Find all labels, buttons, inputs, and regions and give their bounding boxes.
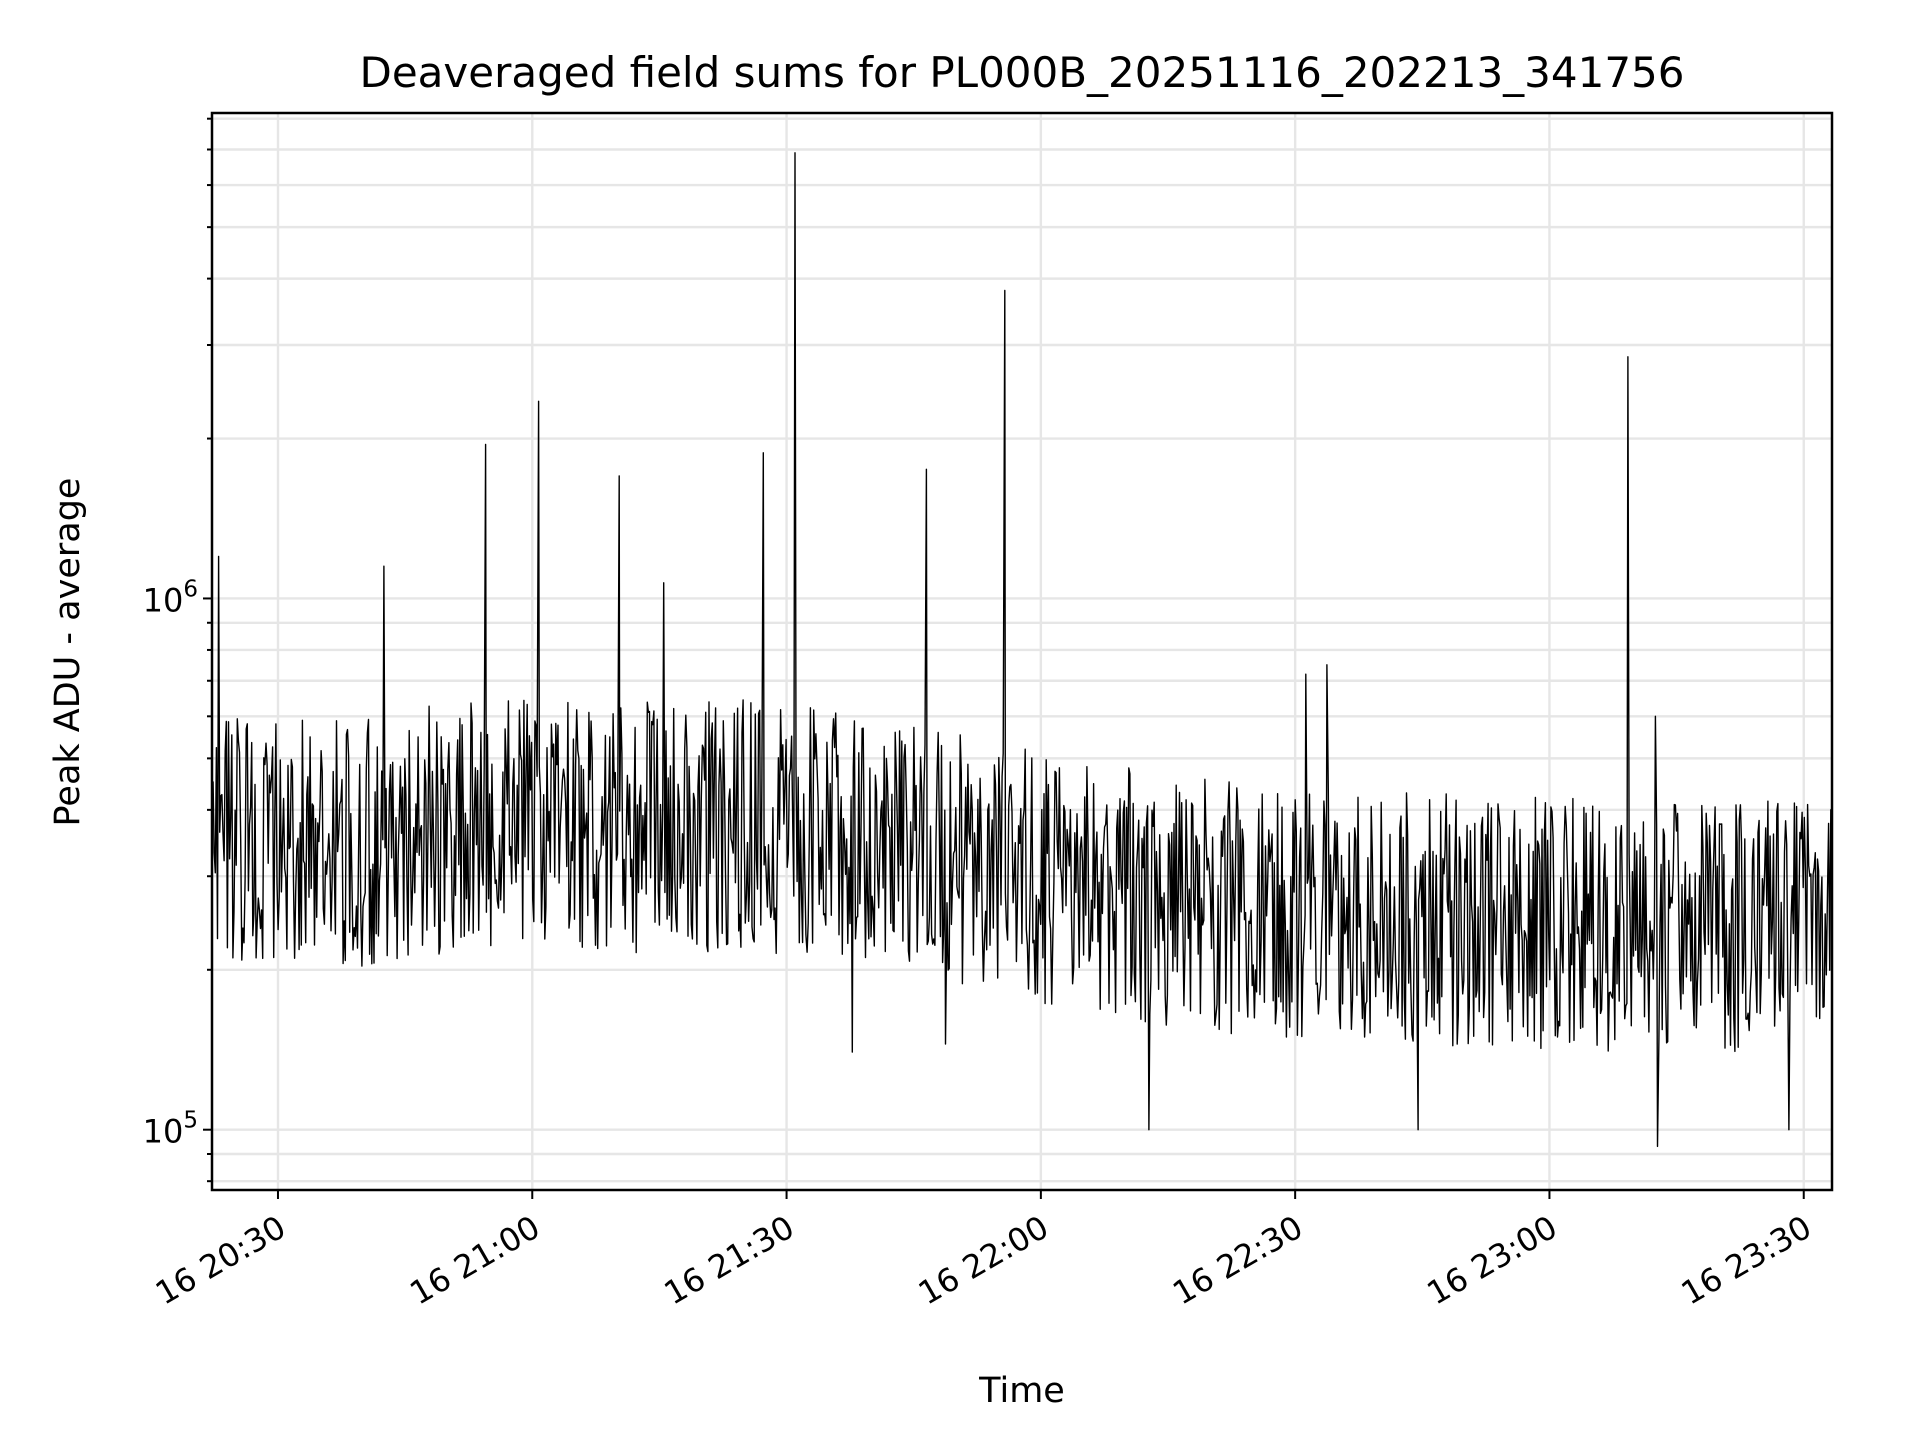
y-tick-label: 106 [143,576,198,619]
axes-frame [210,111,1834,1192]
chart-title: Deaveraged field sums for PL000B_2025111… [360,48,1685,97]
series-line [211,152,1833,1148]
y-axis-label: Peak ADU - average [48,478,88,827]
y-tick-label: 105 [143,1108,198,1151]
plot-area [211,152,1833,1148]
x-axis-label: Time [978,1371,1065,1411]
